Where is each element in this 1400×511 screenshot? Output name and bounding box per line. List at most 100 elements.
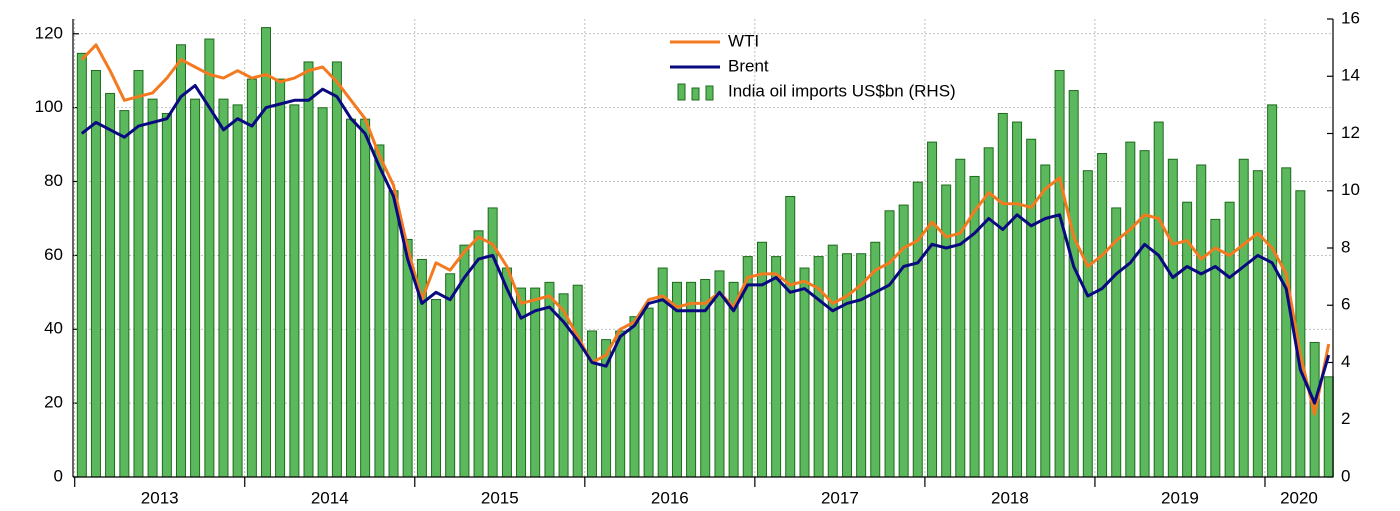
x-tick-label: 2015: [481, 488, 519, 507]
y-tick-label: 120: [35, 23, 63, 42]
x-tick-label: 2018: [991, 488, 1029, 507]
bar: [1167, 158, 1178, 478]
legend-swatch: [677, 83, 686, 101]
bar: [317, 107, 328, 478]
legend-label: India oil imports US$bn (RHS): [728, 81, 956, 100]
bar: [530, 287, 541, 478]
y2-tick-label: 14: [1341, 66, 1360, 85]
y2-tick-label: 6: [1341, 295, 1350, 314]
y-tick-label: 80: [44, 171, 63, 190]
legend-label: Brent: [728, 56, 769, 75]
bar: [1068, 90, 1079, 478]
y2-tick-label: 12: [1341, 123, 1360, 142]
bar: [275, 78, 286, 478]
bar: [1111, 207, 1122, 478]
x-tick-label: 2016: [651, 488, 689, 507]
bar: [827, 244, 838, 478]
bar: [1224, 201, 1235, 478]
bar: [1125, 141, 1136, 478]
y-tick-label: 60: [44, 245, 63, 264]
bar: [133, 70, 144, 478]
x-tick-label: 2013: [141, 488, 179, 507]
bar: [643, 307, 654, 478]
bar: [997, 112, 1008, 478]
bar: [1012, 121, 1023, 478]
bar: [402, 238, 413, 478]
line: [80, 43, 1331, 416]
bar: [629, 316, 640, 478]
y-tick-label: 20: [44, 393, 63, 412]
bar: [1054, 70, 1065, 478]
bar: [941, 184, 952, 478]
bar: [346, 118, 357, 478]
bar: [1252, 170, 1263, 478]
y-tick-label: 0: [54, 466, 63, 485]
x-tick-label: 2014: [311, 488, 349, 507]
bar: [912, 181, 923, 478]
bar: [842, 253, 853, 478]
bar: [1026, 138, 1037, 478]
bar: [246, 78, 257, 478]
bar: [260, 27, 271, 478]
bar: [799, 267, 810, 478]
line: [80, 84, 1331, 405]
y2-tick-label: 0: [1341, 466, 1350, 485]
legend-swatch: [691, 87, 700, 101]
bar: [331, 61, 342, 478]
bar: [161, 112, 172, 478]
x-tick-label: 2017: [821, 488, 859, 507]
bar: [927, 141, 938, 478]
bar: [1082, 170, 1093, 478]
bar: [119, 110, 130, 478]
bar: [473, 230, 484, 478]
bar: [714, 270, 725, 478]
bar: [757, 241, 768, 478]
bar: [501, 267, 512, 478]
bar: [90, 70, 101, 478]
bar: [218, 98, 229, 478]
bar: [360, 118, 371, 478]
bar: [1238, 158, 1249, 478]
y2-tick-label: 2: [1341, 409, 1350, 428]
bar: [147, 98, 158, 478]
x-tick-label: 2019: [1161, 488, 1199, 507]
bar: [374, 144, 385, 478]
bar: [232, 104, 243, 478]
y-tick-label: 40: [44, 319, 63, 338]
bar: [1323, 376, 1334, 478]
y-tick-label: 100: [35, 97, 63, 116]
bar: [1040, 164, 1051, 478]
bar: [431, 299, 442, 478]
legend-swatch: [705, 85, 714, 101]
bar: [969, 175, 980, 478]
bar: [1196, 164, 1207, 478]
legend-label: WTI: [728, 31, 759, 50]
bar: [785, 195, 796, 478]
bar: [1210, 218, 1221, 478]
y2-tick-label: 16: [1341, 8, 1360, 27]
bar: [445, 273, 456, 478]
y2-tick-label: 8: [1341, 237, 1350, 256]
bar: [1139, 150, 1150, 478]
bar: [572, 284, 583, 478]
bar: [388, 190, 399, 478]
bar: [586, 330, 597, 478]
bar: [175, 44, 186, 478]
bar: [190, 98, 201, 478]
bar: [76, 52, 87, 478]
bar: [955, 158, 966, 478]
bar: [771, 256, 782, 478]
bar: [884, 210, 895, 478]
bar: [1097, 153, 1108, 478]
bar: [1267, 104, 1278, 478]
x-tick-label: 2020: [1280, 488, 1318, 507]
bar: [105, 92, 116, 478]
bar: [1153, 121, 1164, 478]
y2-tick-label: 4: [1341, 352, 1350, 371]
y2-tick-label: 10: [1341, 180, 1360, 199]
bar: [870, 241, 881, 478]
bar: [303, 61, 314, 478]
bar: [615, 330, 626, 478]
bar: [289, 104, 300, 478]
